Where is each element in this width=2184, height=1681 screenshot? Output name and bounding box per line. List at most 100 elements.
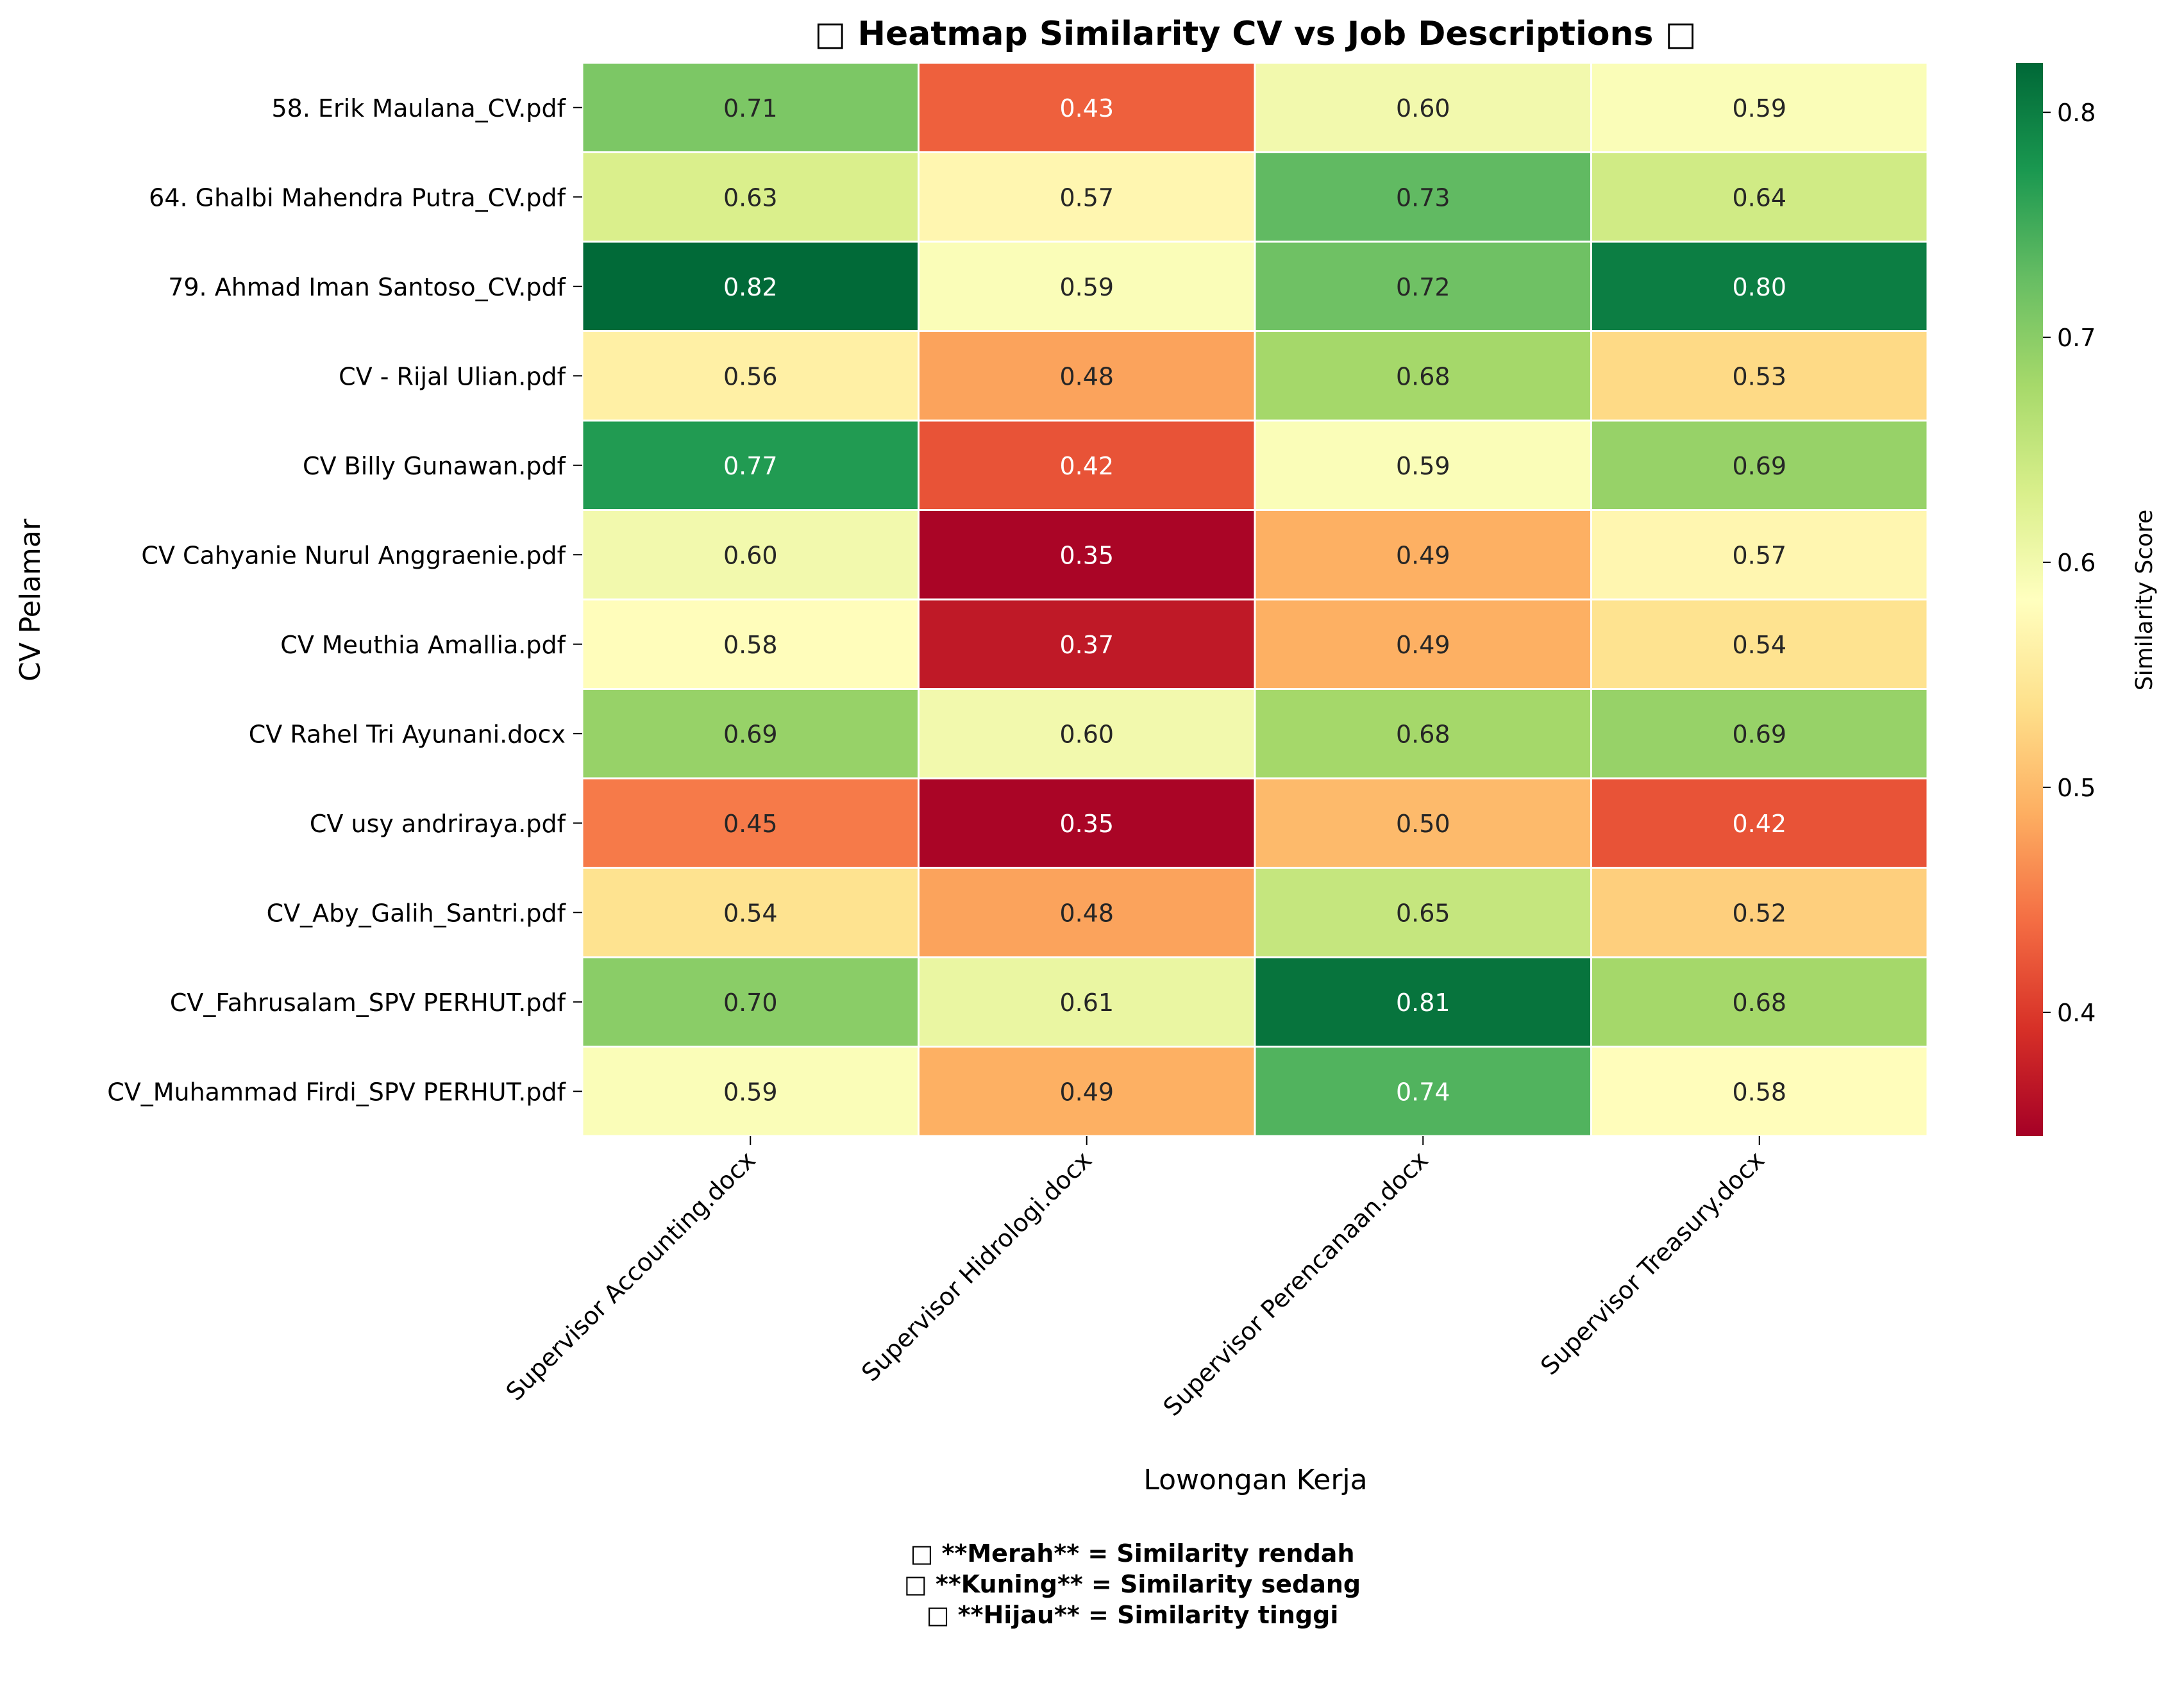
heatmap-cell: [1590, 62, 1929, 153]
colorbar-gradient: [2016, 63, 2043, 1136]
colorbar: 0.4 0.5 0.6 0.7 0.8 Similarity Score: [2016, 63, 2158, 1136]
heatmap-cell: [1254, 688, 1592, 780]
cell-value-label: 0.59: [723, 1078, 778, 1106]
cell-value-label: 0.35: [1059, 810, 1114, 838]
cell-value-label: 0.49: [1396, 631, 1450, 659]
heatmap-cell: [1590, 777, 1929, 869]
heatmap-cell: [1590, 240, 1929, 332]
cell-value-label: 0.68: [1396, 362, 1450, 390]
heatmap-cell: [918, 62, 1256, 153]
cell-value-label: 0.80: [1732, 273, 1786, 301]
cell-value-label: 0.54: [723, 899, 778, 927]
y-tick-label: 79. Ahmad Iman Santoso_CV.pdf: [168, 273, 566, 301]
cell-value-label: 0.60: [723, 541, 778, 569]
heatmap-cell: [1590, 419, 1929, 511]
heatmap-cell: [1590, 956, 1929, 1048]
cell-value-label: 0.72: [1396, 273, 1450, 301]
cell-value-label: 0.61: [1059, 989, 1114, 1017]
heatmap-cell: [918, 867, 1256, 958]
cell-value-label: 0.52: [1732, 899, 1786, 927]
cell-value-label: 0.68: [1732, 989, 1786, 1017]
heatmap-cell: [1254, 777, 1592, 869]
cell-value-label: 0.48: [1059, 362, 1114, 390]
y-tick-label: CV_Fahrusalam_SPV PERHUT.pdf: [170, 989, 567, 1017]
y-tick-label: CV Rahel Tri Ayunani.docx: [249, 720, 566, 748]
cell-value-label: 0.69: [723, 720, 778, 748]
heatmap-cell: [1254, 419, 1592, 511]
heatmap-cell: [581, 1046, 920, 1137]
heatmap-cell: [1590, 598, 1929, 690]
cell-value-label: 0.45: [723, 810, 778, 838]
heatmap-cell: [1590, 1046, 1929, 1137]
heatmap-cell: [918, 240, 1256, 332]
cell-value-label: 0.77: [723, 452, 778, 480]
y-tick-label: CV_Muhammad Firdi_SPV PERHUT.pdf: [107, 1078, 566, 1106]
heatmap-cell: [581, 330, 920, 422]
heatmap-cell: [581, 598, 920, 690]
colorbar-tick-label: 0.5: [2057, 774, 2096, 802]
heatmap-cell: [581, 151, 920, 243]
colorbar-tick-label: 0.4: [2057, 999, 2096, 1027]
heatmap-cell-labels: 0.71 0.43 0.60 0.59 0.63 0.57 0.73 0.64 0.82 0.59…: [723, 94, 1786, 1107]
cell-value-label: 0.50: [1396, 810, 1450, 838]
heatmap-cell: [918, 330, 1256, 422]
heatmap-cell: [1590, 509, 1929, 601]
heatmap-cell: [581, 509, 920, 601]
cell-value-label: 0.42: [1059, 452, 1114, 480]
y-tick-label: CV Meuthia Amallia.pdf: [280, 631, 566, 659]
cell-value-label: 0.59: [1732, 94, 1786, 122]
heatmap-cell: [1254, 62, 1592, 153]
colorbar-tick-label: 0.6: [2057, 549, 2096, 577]
x-tick-label: Supervisor Hidrologi.docx: [856, 1146, 1097, 1387]
footnote: □ **Merah** = Similarity rendah□ **Kunin…: [904, 1539, 1361, 1629]
y-tick-label: CV usy andriraya.pdf: [310, 810, 567, 838]
colorbar-label: Similarity Score: [2131, 510, 2158, 690]
cell-value-label: 0.57: [1732, 541, 1786, 569]
cell-value-label: 0.58: [1732, 1078, 1786, 1106]
cell-value-label: 0.73: [1396, 183, 1450, 212]
heatmap-cell: [918, 509, 1256, 601]
y-tick-label: 64. Ghalbi Mahendra Putra_CV.pdf: [149, 183, 566, 212]
footnote-line: □ **Merah** = Similarity rendah: [910, 1539, 1354, 1568]
cell-value-label: 0.42: [1732, 810, 1786, 838]
cell-value-label: 0.49: [1059, 1078, 1114, 1106]
cell-value-label: 0.56: [723, 362, 778, 390]
y-axis-label: CV Pelamar: [14, 518, 47, 682]
heatmap-cell: [1254, 867, 1592, 958]
cell-value-label: 0.70: [723, 989, 778, 1017]
y-tick-label: CV - Rijal Ulian.pdf: [339, 362, 566, 390]
cell-value-label: 0.54: [1732, 631, 1786, 659]
heatmap-cell: [1590, 151, 1929, 243]
heatmap-cell: [1254, 1046, 1592, 1137]
x-axis-label: Lowongan Kerja: [1143, 1464, 1367, 1496]
heatmap-cell: [918, 956, 1256, 1048]
cell-value-label: 0.69: [1732, 720, 1786, 748]
cell-value-label: 0.64: [1732, 183, 1786, 212]
heatmap-cells: [581, 62, 1929, 1137]
y-tick-label: CV Cahyanie Nurul Anggraenie.pdf: [141, 541, 566, 569]
cell-value-label: 0.49: [1396, 541, 1450, 569]
y-tick-label: CV_Aby_Galih_Santri.pdf: [267, 899, 567, 927]
cell-value-label: 0.71: [723, 94, 778, 122]
heatmap-cell: [1254, 509, 1592, 601]
heatmap-cell: [1254, 598, 1592, 690]
x-axis: Supervisor Accounting.docx Supervisor Hid…: [501, 1136, 1770, 1421]
cell-value-label: 0.60: [1059, 720, 1114, 748]
cell-value-label: 0.63: [723, 183, 778, 212]
heatmap-cell: [1590, 867, 1929, 958]
cell-value-label: 0.43: [1059, 94, 1114, 122]
heatmap-cell: [918, 151, 1256, 243]
x-tick-label: Supervisor Treasury.docx: [1535, 1146, 1770, 1380]
cell-value-label: 0.60: [1396, 94, 1450, 122]
x-tick-label: Supervisor Accounting.docx: [501, 1146, 761, 1406]
heatmap-cell: [918, 419, 1256, 511]
colorbar-tick-label: 0.7: [2057, 324, 2096, 352]
colorbar-tick-label: 0.8: [2057, 99, 2096, 127]
heatmap-cell: [1590, 330, 1929, 422]
chart-title: □ Heatmap Similarity CV vs Job Descripti…: [814, 15, 1696, 53]
cell-value-label: 0.48: [1059, 899, 1114, 927]
heatmap-cell: [1254, 956, 1592, 1048]
cell-value-label: 0.37: [1059, 631, 1114, 659]
y-axis: 58. Erik Maulana_CV.pdf 64. Ghalbi Mahend…: [107, 94, 582, 1106]
